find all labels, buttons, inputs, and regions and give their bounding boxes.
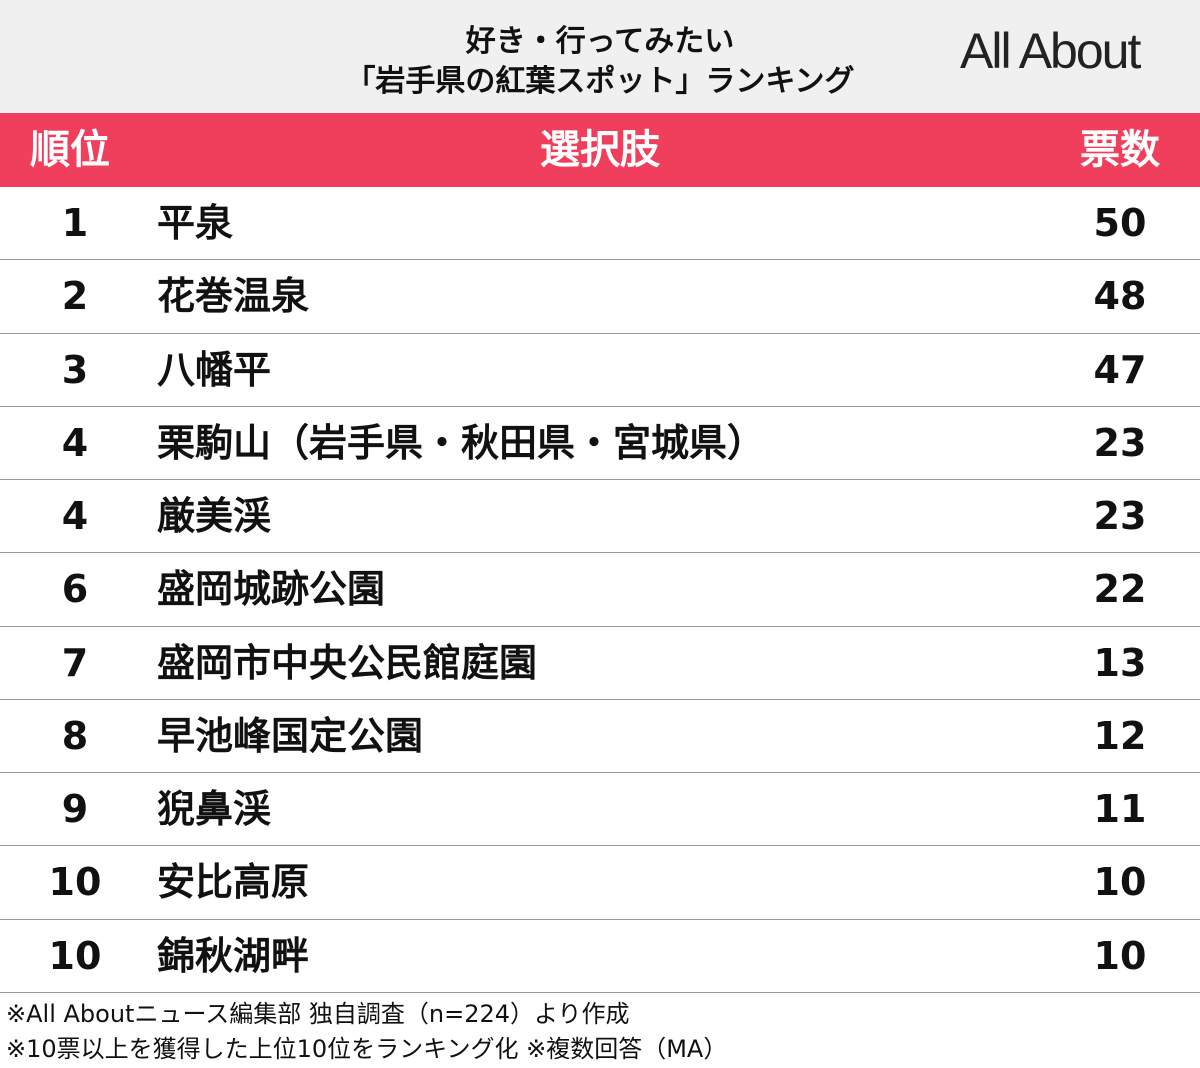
title-line: 「岩手県の紅葉スポット」ランキング bbox=[345, 64, 855, 99]
column-header: 票数 bbox=[1080, 127, 1160, 173]
rank: 4 bbox=[61, 494, 89, 539]
option: 猊鼻渓 bbox=[157, 787, 272, 832]
table-row: 10 安比高原 10 bbox=[0, 846, 1200, 920]
logo: All About bbox=[960, 23, 1141, 79]
rank: 4 bbox=[61, 420, 89, 465]
option: 平泉 bbox=[157, 201, 234, 245]
votes: 23 bbox=[1093, 420, 1147, 465]
rank: 10 bbox=[48, 860, 102, 905]
table-row: 7 盛岡市中央公民館庭園 13 bbox=[0, 627, 1200, 700]
rank: 9 bbox=[61, 787, 89, 832]
table-header: 順位 選択肢 票数 bbox=[0, 113, 1200, 187]
rank: 10 bbox=[48, 933, 102, 978]
option: 錦秋湖畔 bbox=[157, 933, 310, 978]
votes: 12 bbox=[1093, 713, 1147, 758]
option: 盛岡城跡公園 bbox=[157, 567, 386, 612]
footnote: ※10票以上を獲得した上位10位をランキング化 ※複数回答（MA） bbox=[6, 1035, 728, 1063]
column-header: 順位 bbox=[30, 127, 110, 173]
rank: 2 bbox=[61, 274, 89, 319]
votes: 23 bbox=[1093, 494, 1147, 539]
column-header: 選択肢 bbox=[540, 127, 660, 173]
option: 八幡平 bbox=[157, 347, 272, 392]
rank: 7 bbox=[61, 640, 89, 685]
table-row: 8 早池峰国定公園 12 bbox=[0, 700, 1200, 774]
option: 安比高原 bbox=[157, 860, 310, 905]
votes: 13 bbox=[1093, 640, 1147, 685]
votes: 50 bbox=[1093, 201, 1147, 245]
table-row: 2 花巻温泉 48 bbox=[0, 260, 1200, 334]
votes: 48 bbox=[1093, 274, 1147, 319]
votes: 10 bbox=[1093, 933, 1147, 978]
table-row: 4 栗駒山（岩手県・秋田県・宮城県） 23 bbox=[0, 407, 1200, 481]
table-row: 10 錦秋湖畔 10 bbox=[0, 920, 1200, 993]
title-line: 好き・行ってみたい bbox=[465, 24, 735, 59]
footnote: ※All Aboutニュース編集部 独自調査（n=224）より作成 bbox=[6, 1000, 630, 1028]
votes: 47 bbox=[1093, 347, 1147, 392]
table-row: 4 厳美渓 23 bbox=[0, 480, 1200, 554]
votes: 22 bbox=[1093, 567, 1147, 612]
option: 早池峰国定公園 bbox=[157, 713, 424, 758]
votes: 11 bbox=[1093, 787, 1147, 832]
option: 厳美渓 bbox=[157, 494, 272, 539]
option: 栗駒山（岩手県・秋田県・宮城県） bbox=[157, 420, 766, 465]
table-row: 3 八幡平 47 bbox=[0, 334, 1200, 407]
votes: 10 bbox=[1093, 860, 1147, 905]
header: 好き・行ってみたい 「岩手県の紅葉スポット」ランキング All About bbox=[0, 0, 1200, 113]
rank: 3 bbox=[61, 347, 89, 392]
table-row: 1 平泉 50 bbox=[0, 187, 1200, 261]
option: 盛岡市中央公民館庭園 bbox=[157, 640, 538, 685]
rank: 6 bbox=[61, 567, 89, 612]
table-row: 9 猊鼻渓 11 bbox=[0, 773, 1200, 847]
rank: 1 bbox=[61, 201, 89, 245]
rank: 8 bbox=[61, 713, 89, 758]
option: 花巻温泉 bbox=[157, 274, 310, 319]
table-row: 6 盛岡城跡公園 22 bbox=[0, 553, 1200, 627]
